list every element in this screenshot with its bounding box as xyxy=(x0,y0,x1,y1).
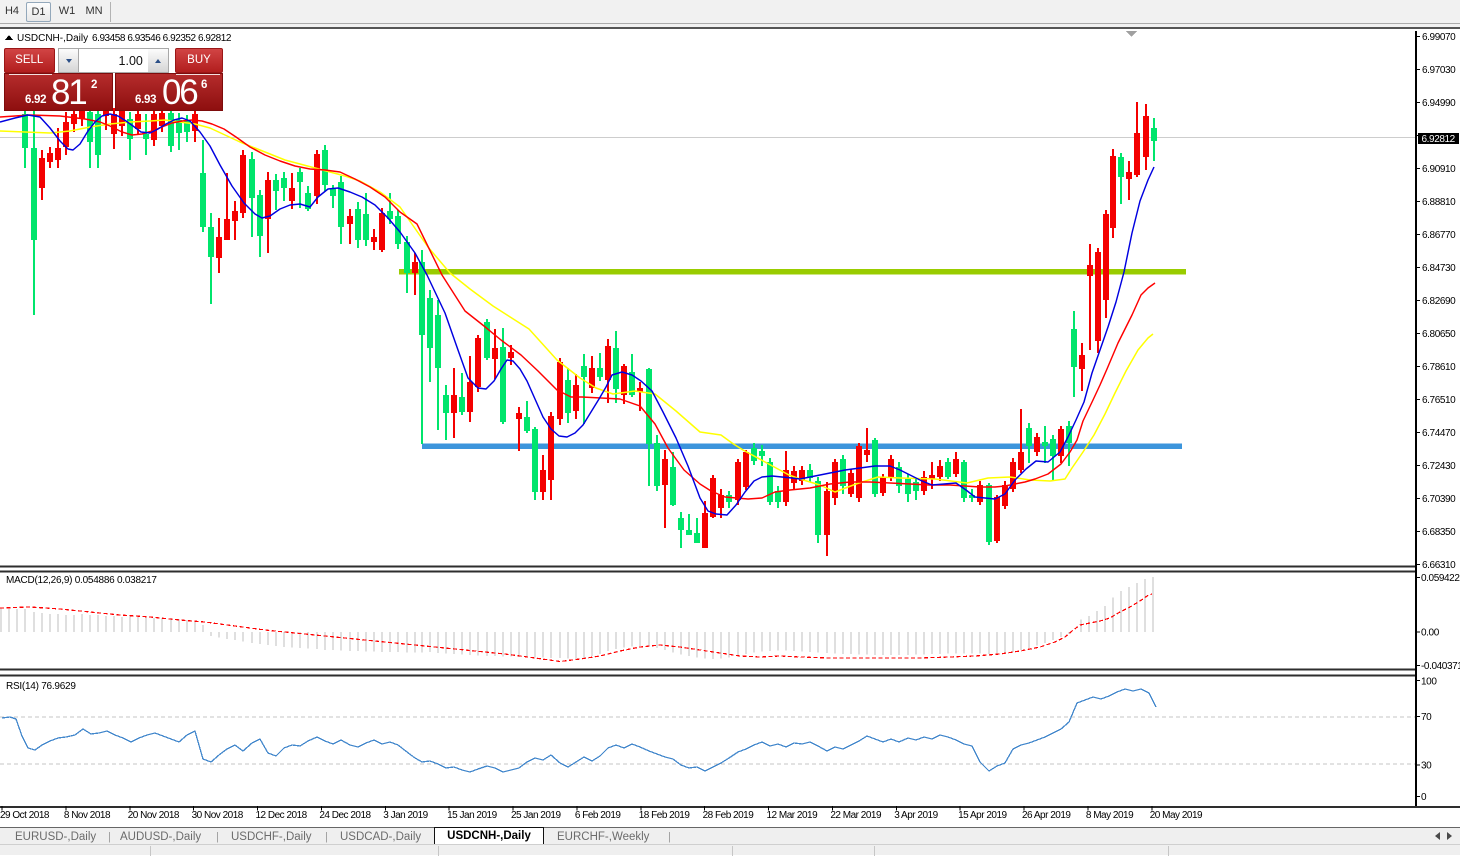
svg-text:26 Apr 2019: 26 Apr 2019 xyxy=(1022,810,1071,821)
svg-text:6 Feb 2019: 6 Feb 2019 xyxy=(575,810,622,821)
svg-text:6.82690: 6.82690 xyxy=(1422,296,1456,307)
svg-text:12 Mar 2019: 12 Mar 2019 xyxy=(767,810,819,821)
svg-text:6.97030: 6.97030 xyxy=(1422,65,1456,76)
svg-text:25 Jan 2019: 25 Jan 2019 xyxy=(511,810,561,821)
svg-text:20 May 2019: 20 May 2019 xyxy=(1150,810,1203,821)
svg-text:6.88810: 6.88810 xyxy=(1422,197,1456,208)
svg-text:24 Dec 2018: 24 Dec 2018 xyxy=(319,810,371,821)
svg-text:0: 0 xyxy=(1421,792,1427,803)
svg-text:MACD(12,26,9) 0.054886 0.03821: MACD(12,26,9) 0.054886 0.038217 xyxy=(6,575,157,586)
svg-text:RSI(14) 76.9629: RSI(14) 76.9629 xyxy=(6,681,76,692)
svg-text:6.66310: 6.66310 xyxy=(1422,560,1456,571)
svg-text:6.76510: 6.76510 xyxy=(1422,395,1456,406)
svg-text:22 Mar 2019: 22 Mar 2019 xyxy=(830,810,882,821)
svg-text:0.00: 0.00 xyxy=(1421,628,1440,639)
svg-text:0.059422: 0.059422 xyxy=(1421,573,1460,584)
svg-text:-0.040371: -0.040371 xyxy=(1421,661,1460,672)
svg-text:6.99070: 6.99070 xyxy=(1422,32,1456,43)
svg-text:6.74470: 6.74470 xyxy=(1422,428,1456,439)
svg-text:15 Jan 2019: 15 Jan 2019 xyxy=(447,810,497,821)
svg-text:3 Jan 2019: 3 Jan 2019 xyxy=(383,810,428,821)
svg-text:3 Apr 2019: 3 Apr 2019 xyxy=(894,810,938,821)
svg-text:20 Nov 2018: 20 Nov 2018 xyxy=(128,810,180,821)
svg-text:18 Feb 2019: 18 Feb 2019 xyxy=(639,810,691,821)
svg-text:6.86770: 6.86770 xyxy=(1422,230,1456,241)
svg-text:8 May 2019: 8 May 2019 xyxy=(1086,810,1134,821)
svg-text:6.90910: 6.90910 xyxy=(1422,164,1456,175)
svg-text:12 Dec 2018: 12 Dec 2018 xyxy=(256,810,308,821)
svg-text:6.94990: 6.94990 xyxy=(1422,98,1456,109)
svg-text:29 Oct 2018: 29 Oct 2018 xyxy=(0,810,50,821)
svg-text:15 Apr 2019: 15 Apr 2019 xyxy=(958,810,1007,821)
svg-text:8 Nov 2018: 8 Nov 2018 xyxy=(64,810,111,821)
svg-text:6.80650: 6.80650 xyxy=(1422,329,1456,340)
svg-text:6.70390: 6.70390 xyxy=(1422,494,1456,505)
svg-text:6.93458 6.93546 6.92352 6.9281: 6.93458 6.93546 6.92352 6.92812 xyxy=(92,33,232,44)
svg-text:100: 100 xyxy=(1421,676,1437,687)
svg-text:USDCNH-,Daily: USDCNH-,Daily xyxy=(17,33,88,44)
svg-text:30: 30 xyxy=(1421,761,1432,772)
svg-text:6.92812: 6.92812 xyxy=(1422,134,1456,145)
svg-text:70: 70 xyxy=(1421,712,1432,723)
svg-text:6.72430: 6.72430 xyxy=(1422,461,1456,472)
svg-text:6.78610: 6.78610 xyxy=(1422,362,1456,373)
svg-text:30 Nov 2018: 30 Nov 2018 xyxy=(192,810,244,821)
svg-text:6.84730: 6.84730 xyxy=(1422,263,1456,274)
svg-text:6.68350: 6.68350 xyxy=(1422,527,1456,538)
svg-text:28 Feb 2019: 28 Feb 2019 xyxy=(703,810,755,821)
